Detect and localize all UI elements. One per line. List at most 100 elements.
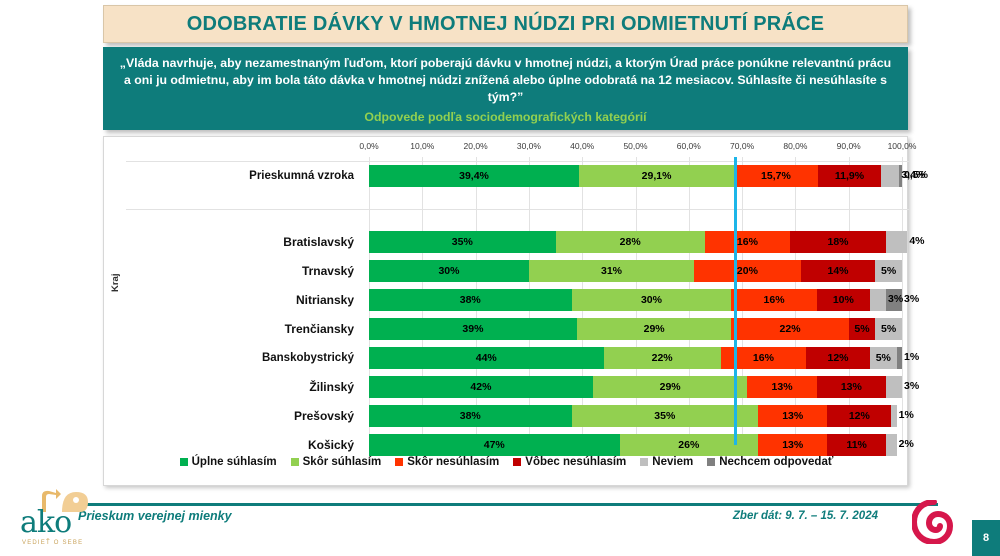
legend-item[interactable]: Vôbec nesúhlasím — [513, 456, 626, 468]
bar-segment — [899, 165, 902, 187]
bar-segment — [885, 289, 902, 311]
bar-segment: 10% — [816, 289, 870, 311]
x-axis-tick: 0,0% — [359, 141, 379, 151]
bar-segment: 11% — [827, 434, 886, 456]
bar-value-label: 1% — [904, 351, 920, 363]
ako-logo-tagline: VEDIEŤ O SEBE — [22, 540, 84, 546]
bar-segment: 29% — [576, 318, 732, 340]
bar-segment: 12% — [827, 405, 892, 427]
bar-segment: 5% — [875, 260, 902, 282]
bar-segment: 15,7% — [734, 165, 818, 187]
bar-value-label: 1% — [898, 409, 914, 421]
bar-segment — [869, 289, 886, 311]
slide-title-bar: ODOBRATIE DÁVKY V HMOTNEJ NÚDZI PRI ODMI… — [103, 5, 908, 43]
bar-segment: 35% — [369, 231, 556, 253]
x-axis-tick: 30,0% — [516, 141, 541, 151]
bar-value-label: 0,5% — [904, 169, 928, 181]
bar-segment: 13% — [758, 405, 828, 427]
x-axis-tick: 20,0% — [463, 141, 488, 151]
stacked-bar: 47% 26% 13% 11% — [369, 434, 897, 456]
bar-segment: 12% — [806, 347, 870, 369]
bar-segment: 14% — [800, 260, 876, 282]
bar-segment — [885, 434, 897, 456]
chart-bar-row: Prešovský 38% 35% 13% 12% 1% — [104, 405, 914, 427]
legend-swatch-icon — [513, 458, 522, 466]
x-axis-tick: 100,0% — [887, 141, 917, 151]
legend-item[interactable]: Neviem — [640, 456, 693, 468]
x-axis-tick: 80,0% — [783, 141, 808, 151]
legend-swatch-icon — [290, 458, 299, 466]
bar-segment: 29,1% — [579, 165, 735, 187]
legend-item[interactable]: Skôr súhlasím — [290, 456, 382, 468]
x-axis-tick: 70,0% — [730, 141, 755, 151]
legend-swatch-icon — [640, 458, 649, 466]
bar-segment: 5% — [848, 318, 876, 340]
bar-value-label: 3% — [904, 380, 920, 392]
bar-segment: 5% — [869, 347, 897, 369]
chart-row-separator — [126, 161, 909, 162]
footer-note: Prieskum verejnej mienky — [78, 509, 232, 523]
legend-label: Skôr súhlasím — [302, 456, 382, 468]
legend-item[interactable]: Úplne súhlasím — [179, 456, 277, 468]
legend-label: Neviem — [652, 456, 694, 468]
bar-segment: 44% — [369, 347, 604, 369]
bar-segment: 39% — [369, 318, 577, 340]
bar-segment: 13% — [747, 376, 817, 398]
chart-bar-row: Košický 47% 26% 13% 11% 2% — [104, 434, 914, 456]
legend-label: Vôbec nesúhlasím — [525, 456, 627, 468]
x-axis-tick: 90,0% — [836, 141, 861, 151]
bar-segment: 16% — [720, 347, 807, 369]
chart-bar-row: Trenčiansky 39% 29% 22% 5% 5% — [104, 318, 909, 340]
bar-value-label: 4% — [909, 235, 925, 247]
legend-item[interactable]: Skôr nesúhlasím — [395, 456, 499, 468]
legend-swatch-icon — [179, 458, 188, 466]
bar-segment — [896, 347, 902, 369]
ako-logo-head-icon — [42, 489, 88, 512]
question-subtitle: Odpovede podľa sociodemografických kateg… — [364, 110, 647, 125]
bar-value-label: 2% — [898, 438, 914, 450]
chart-category-label: Prešovský — [293, 409, 354, 423]
chart-category-label: Bratislavský — [283, 235, 354, 249]
stacked-bar: 39,4% 29,1% 15,7% 11,9% — [369, 165, 902, 187]
chart-category-label: Žilinský — [309, 380, 354, 394]
legend-item[interactable]: Nechcem odpovedať — [707, 456, 833, 468]
ako-logo: ako VEDIEŤ O SEBE — [14, 488, 110, 554]
chart-category-label: Trnavský — [301, 264, 354, 278]
bar-segment: 20% — [694, 260, 801, 282]
chart-category-label: Prieskumná vzroka — [249, 170, 354, 182]
legend-label: Skôr nesúhlasím — [407, 456, 500, 468]
legend-label: Nechcem odpovedať — [719, 456, 834, 468]
chart-category-label: Trenčiansky — [284, 322, 354, 336]
x-axis-tick: 10,0% — [410, 141, 435, 151]
stacked-bar: 35% 28% 16% 18% — [369, 231, 908, 253]
page-number-badge: 8 — [972, 520, 1000, 556]
bar-segment: 22% — [731, 318, 849, 340]
footer-date: Zber dát: 9. 7. – 15. 7. 2024 — [732, 510, 878, 522]
legend-swatch-icon — [395, 458, 404, 466]
bar-value-label: 3% — [888, 293, 904, 305]
bar-segment: 16% — [731, 289, 817, 311]
stacked-bar: 44% 22% 16% 12% 5% — [369, 347, 902, 369]
bar-segment: 31% — [528, 260, 695, 282]
chart-category-label: Košický — [307, 438, 354, 452]
chart-bar-row: Prieskumná vzroka 39,4% 29,1% 15,7% 11,9% 3,4… — [104, 165, 928, 187]
ako-logo-wordmark: ako — [20, 505, 72, 540]
bar-segment: 26% — [619, 434, 759, 456]
x-axis-tick: 40,0% — [570, 141, 595, 151]
bar-value-label: 3% — [904, 293, 920, 305]
chart-category-label: Nitriansky — [295, 293, 354, 307]
bar-segment: 38% — [369, 289, 572, 311]
bar-segment — [885, 376, 902, 398]
stacked-bar: 42% 29% 13% 13% — [369, 376, 902, 398]
bar-segment: 28% — [555, 231, 705, 253]
chart-plot-area: Kraj Prieskumná vzroka 39,4% 29,1% 15,7% 11,… — [104, 157, 928, 456]
bar-segment: 18% — [790, 231, 886, 253]
legend-label: Úplne súhlasím — [191, 456, 277, 468]
bar-segment: 13% — [758, 434, 828, 456]
bar-segment — [891, 405, 897, 427]
legend-swatch-icon — [707, 458, 716, 466]
bar-segment: 13% — [816, 376, 886, 398]
chart-reference-line — [734, 157, 738, 445]
stacked-bar: 38% 30% 16% 10% — [369, 289, 902, 311]
